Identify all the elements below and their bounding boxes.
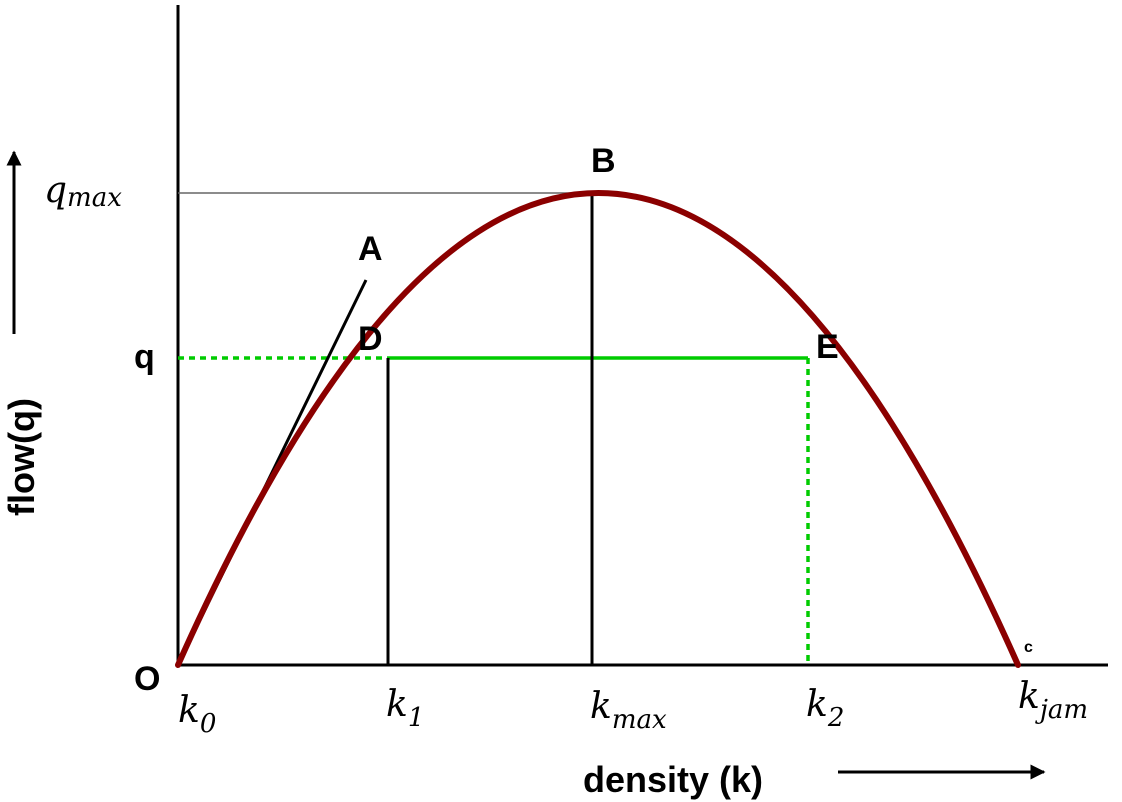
point-d-label: D — [358, 320, 383, 358]
k2-label: k2 — [806, 684, 844, 733]
y-axis-title: flow(q) — [1, 398, 42, 516]
point-a-label: A — [358, 230, 383, 268]
qmax-label: qmax — [44, 170, 122, 213]
kjam-label: kjam — [1018, 676, 1088, 725]
point-b-label: B — [591, 142, 616, 180]
q-label: q — [134, 338, 155, 376]
flow-density-curve — [175, 190, 1021, 668]
x-axis-title: density (k) — [583, 759, 763, 800]
k0-label: k0 — [178, 690, 216, 739]
kmax-label: kmax — [590, 686, 667, 735]
point-c-label: c — [1024, 639, 1033, 656]
point-e-label: E — [816, 328, 839, 366]
origin-label: O — [134, 660, 160, 698]
k1-label: k1 — [386, 684, 424, 733]
